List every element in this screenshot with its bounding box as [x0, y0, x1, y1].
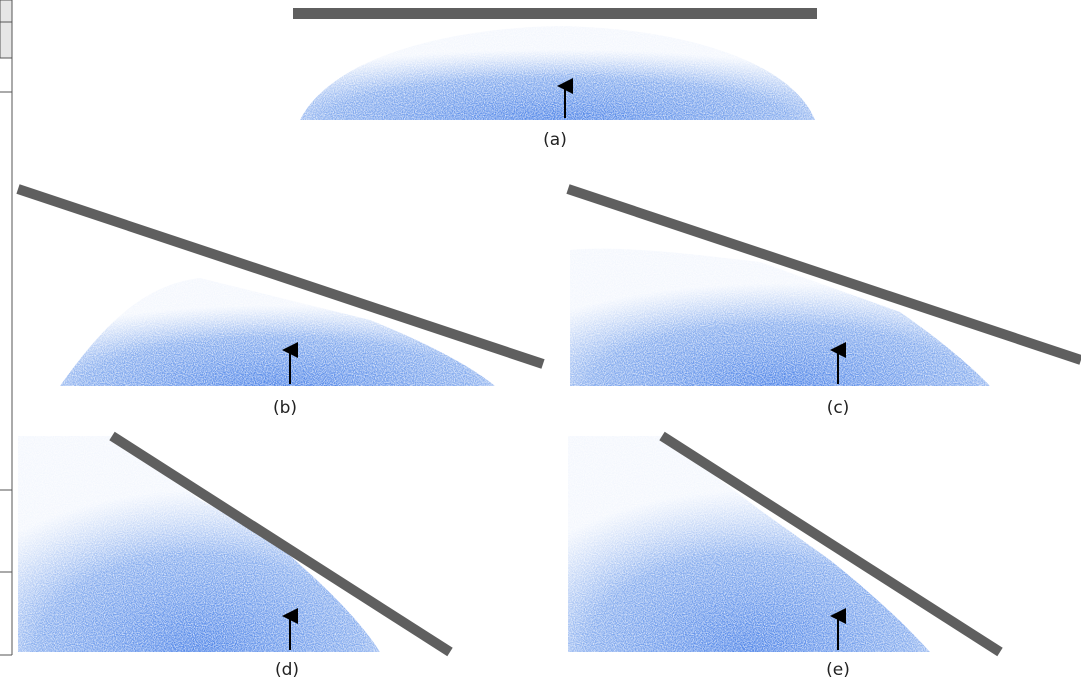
panel-e [568, 436, 1000, 652]
table-fragment [0, 0, 12, 655]
particles [570, 249, 990, 386]
panel-label: (b) [273, 398, 297, 418]
figure: (a) (b) (c) (d) (e) [0, 0, 1081, 683]
particles [568, 436, 930, 652]
panel-c [568, 189, 1081, 386]
wall [293, 8, 817, 19]
panel-label: (a) [543, 130, 567, 150]
page: (a)(b)(c)(d)(e) (() => { const data = JS… [0, 0, 1081, 683]
panel-a [293, 8, 817, 120]
panel-d [18, 436, 450, 652]
panel-b [18, 189, 543, 386]
panel-label: (c) [827, 398, 850, 418]
panel-label: (e) [826, 660, 850, 680]
particles [60, 278, 495, 386]
panel-label: (d) [275, 660, 299, 680]
particles [18, 436, 380, 652]
particles [300, 26, 815, 120]
